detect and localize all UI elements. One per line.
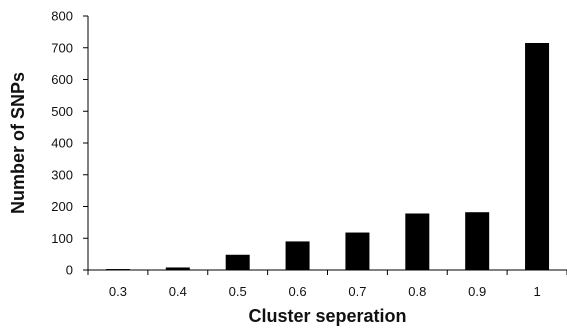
bar: [285, 241, 310, 270]
bar: [405, 213, 430, 270]
bar: [525, 42, 550, 270]
bars-group: [105, 42, 550, 270]
x-tick-label: 0.5: [229, 284, 247, 299]
x-tick-label: 0.3: [109, 284, 127, 299]
x-tick-label: 0.7: [348, 284, 366, 299]
y-tick-label: 0: [66, 263, 73, 278]
y-axis-title: Number of SNPs: [8, 72, 28, 214]
y-ticks-group: 0 100 200 300 400 500 600 700 800: [51, 9, 88, 278]
x-ticks-group: 0.3 0.4 0.5 0.6 0.7 0.8 0.9 1: [87, 270, 567, 299]
y-tick-label: 500: [51, 104, 73, 119]
y-tick-label: 400: [51, 136, 73, 151]
x-axis-title: Cluster seperation: [248, 306, 406, 326]
x-tick-label: 1: [533, 284, 540, 299]
bar: [165, 267, 190, 270]
y-tick-label: 600: [51, 72, 73, 87]
x-tick-label: 0.9: [468, 284, 486, 299]
y-tick-label: 200: [51, 199, 73, 214]
y-tick-label: 100: [51, 231, 73, 246]
y-tick-label: 300: [51, 167, 73, 182]
y-tick-label: 700: [51, 40, 73, 55]
bar: [465, 212, 490, 270]
x-tick-label: 0.8: [408, 284, 426, 299]
axes-group: [87, 16, 567, 271]
bar: [345, 232, 370, 270]
x-tick-label: 0.6: [289, 284, 307, 299]
x-tick-label: 0.4: [169, 284, 187, 299]
bar: [225, 254, 250, 270]
y-tick-label: 800: [51, 9, 73, 24]
